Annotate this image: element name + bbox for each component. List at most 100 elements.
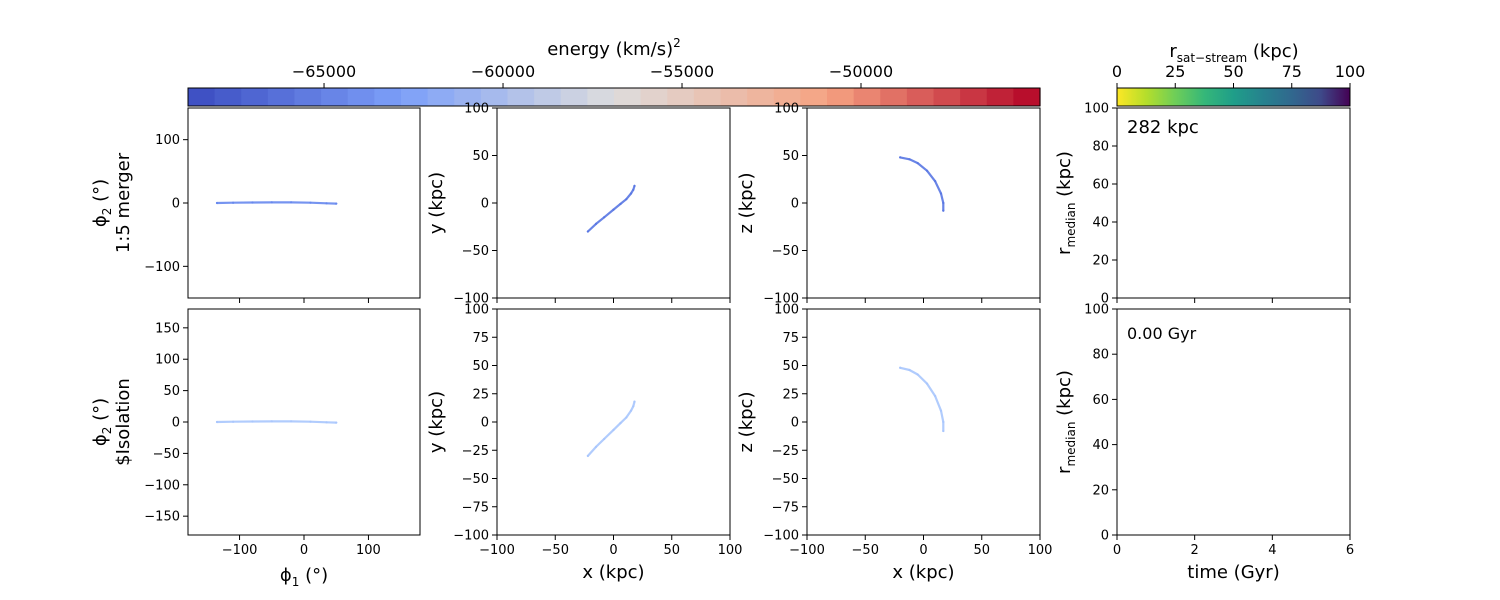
y-tick-label: −150 bbox=[144, 510, 180, 525]
energy-colorbar-segment bbox=[534, 88, 562, 106]
y-tick-label: 50 bbox=[472, 149, 489, 164]
stream-particle bbox=[619, 422, 622, 425]
x-tick-label: 2 bbox=[1191, 543, 1199, 558]
y-tick-label: 75 bbox=[782, 331, 799, 346]
y-tick-label: 100 bbox=[155, 353, 180, 368]
energy-colorbar-segment bbox=[480, 88, 509, 106]
y-tick-label: −50 bbox=[462, 244, 489, 259]
y-tick-label: 150 bbox=[155, 321, 180, 336]
r-sat-stream-colorbar-bar bbox=[1116, 87, 1351, 107]
row2-phi2-label: ϕ2 (°) bbox=[90, 398, 114, 446]
y-tick-label: −25 bbox=[462, 444, 489, 459]
stream-particle bbox=[290, 420, 293, 423]
panel-frame bbox=[1116, 107, 1351, 299]
stream-particle bbox=[916, 373, 919, 376]
energy-colorbar-segment bbox=[960, 88, 988, 106]
panels: −100 0 100 −100 −50 0 50 100 y (kpc) −100 −50 0 50 10… bbox=[144, 102, 1354, 584]
y-tick-label: 0 bbox=[1101, 529, 1109, 544]
energy-colorbar-segment bbox=[427, 88, 455, 106]
stream-particle bbox=[270, 420, 273, 423]
stream-track bbox=[215, 201, 338, 205]
stream-particle bbox=[625, 198, 628, 201]
x-tick-label: 4 bbox=[1268, 543, 1276, 558]
y-tick-label: 0 bbox=[791, 197, 799, 212]
y-tick-label: 100 bbox=[464, 303, 489, 318]
stream-particle bbox=[619, 202, 622, 206]
stream-particle bbox=[309, 201, 312, 204]
r-sat-stream-colorbar-tick-label: 75 bbox=[1282, 62, 1302, 81]
panel-frame bbox=[806, 308, 1041, 536]
energy-colorbar-segment bbox=[986, 88, 1014, 106]
stream-particle bbox=[625, 416, 628, 419]
stream-track bbox=[215, 420, 338, 424]
energy-colorbar-segment bbox=[321, 88, 349, 106]
stream-track bbox=[899, 366, 945, 433]
energy-colorbar-segment bbox=[294, 88, 322, 106]
energy-colorbar: energy (km/s)2 −65000 −60000 −55000 −50000 bbox=[187, 36, 1041, 107]
y-tick-label: −50 bbox=[772, 244, 799, 259]
panel-row1-xy: −100 −50 0 50 100 y (kpc) bbox=[426, 102, 731, 307]
x-tick-label: 50 bbox=[663, 543, 680, 558]
x-tick-label: 50 bbox=[973, 543, 990, 558]
stream-particle bbox=[942, 420, 945, 424]
x-axis-label: x (kpc) bbox=[582, 562, 644, 583]
stream-particle bbox=[633, 184, 636, 187]
panel-row2-xz: −100 −50 0 50 100 −100 −75 −50 −25 0 25 50 75 100 z (k… bbox=[736, 303, 1052, 584]
y-tick-label: 60 bbox=[1092, 393, 1109, 408]
y-tick-label: 100 bbox=[774, 303, 799, 318]
energy-colorbar-segment bbox=[587, 88, 615, 106]
stream-particle bbox=[290, 201, 293, 204]
x-tick-label: 0 bbox=[1113, 543, 1121, 558]
y-tick-label: 100 bbox=[1084, 102, 1109, 117]
y-tick-label: −100 bbox=[144, 260, 180, 275]
row1-phi2-label: ϕ2 (°) bbox=[90, 179, 114, 227]
time-annotation: 0.00 Gyr bbox=[1127, 324, 1197, 343]
y-tick-label: 0 bbox=[172, 416, 180, 431]
panel-row1-xz: −100 −50 0 50 100 z (kpc) bbox=[736, 102, 1041, 307]
energy-colorbar-segment bbox=[640, 88, 668, 106]
stream-particle bbox=[925, 382, 929, 385]
stream-particle bbox=[632, 405, 635, 408]
stream-particle bbox=[629, 409, 633, 412]
y-tick-label: 0 bbox=[481, 197, 489, 212]
x-tick-label: 0 bbox=[609, 543, 617, 558]
energy-colorbar-segment bbox=[853, 88, 881, 106]
energy-colorbar-segment bbox=[214, 88, 242, 106]
energy-colorbar-segment bbox=[374, 88, 402, 106]
x-tick-label: −100 bbox=[479, 543, 515, 558]
stream-particle bbox=[908, 158, 911, 161]
y-tick-label: 75 bbox=[472, 331, 489, 346]
panel-frame bbox=[496, 107, 731, 299]
energy-colorbar-tick-label: −60000 bbox=[471, 62, 535, 81]
energy-colorbar-segment bbox=[827, 88, 855, 106]
distance-annotation: 282 kpc bbox=[1127, 117, 1199, 138]
panel-frame bbox=[806, 107, 1041, 299]
x-tick-label: 100 bbox=[718, 543, 743, 558]
x-axis-label: time (Gyr) bbox=[1187, 562, 1279, 583]
y-tick-label: −100 bbox=[453, 529, 489, 544]
stream-particle bbox=[215, 420, 219, 424]
energy-colorbar-tick-label: −50000 bbox=[829, 62, 893, 81]
y-tick-label: −75 bbox=[772, 500, 799, 515]
y-tick-label: 60 bbox=[1092, 178, 1109, 193]
r-sat-stream-colorbar-tick-label: 50 bbox=[1223, 62, 1243, 81]
x-tick-label: 100 bbox=[356, 543, 381, 558]
energy-colorbar-segment bbox=[347, 88, 375, 106]
y-tick-label: 25 bbox=[782, 387, 799, 402]
y-tick-label: −25 bbox=[772, 444, 799, 459]
y-axis-label: y (kpc) bbox=[426, 172, 447, 234]
stream-particle bbox=[335, 202, 338, 205]
stream-particle bbox=[335, 421, 338, 424]
stream-track bbox=[899, 156, 945, 212]
y-tick-label: 100 bbox=[1084, 303, 1109, 318]
row-label-2: ϕ2 (°) $Isolation bbox=[90, 378, 134, 466]
x-tick-label: −100 bbox=[789, 543, 825, 558]
panel-frame bbox=[1116, 308, 1351, 536]
stream-particle bbox=[934, 180, 937, 183]
stream-particle bbox=[899, 156, 902, 159]
energy-colorbar-segment bbox=[720, 88, 748, 106]
stream-particle bbox=[942, 209, 945, 212]
stream-particle bbox=[603, 216, 606, 219]
panel-row2-xy: −100 −50 0 50 100 −100 −75 −50 −25 0 25 50 75 100 y (k… bbox=[426, 303, 742, 584]
stream-particle bbox=[251, 201, 254, 204]
